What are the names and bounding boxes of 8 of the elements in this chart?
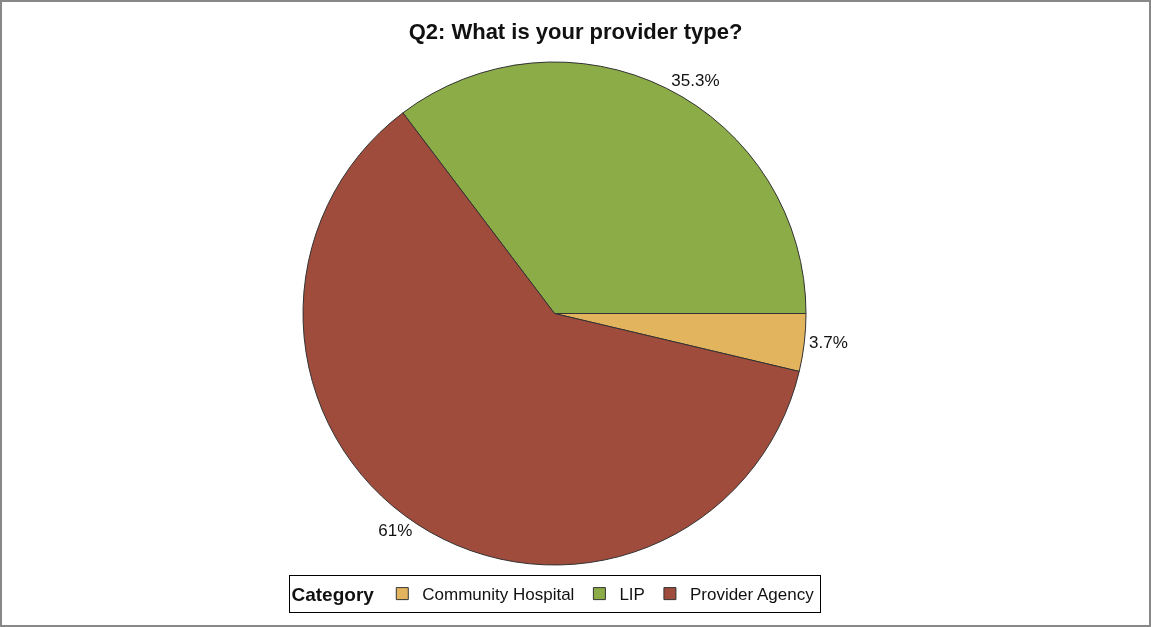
legend-label: LIP (619, 585, 645, 605)
data-label: 61% (378, 521, 413, 541)
data-label: 3.7% (809, 333, 848, 353)
legend-label: Community Hospital (422, 585, 575, 605)
legend-title: Category (291, 583, 375, 605)
legend-label: Provider Agency (689, 585, 815, 605)
chart-title: Q2: What is your provider type? (408, 19, 743, 45)
data-label: 35.3% (671, 71, 720, 91)
